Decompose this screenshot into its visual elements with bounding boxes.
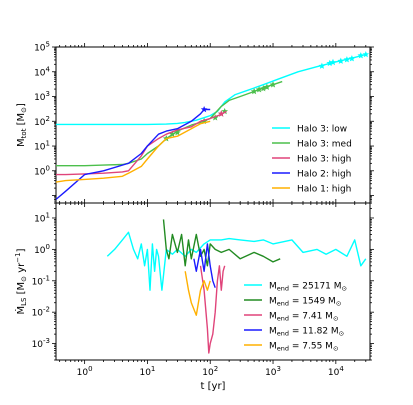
x-tick-label: 102 bbox=[202, 365, 218, 378]
series-line bbox=[184, 271, 211, 316]
y-tick-label: 101 bbox=[34, 140, 50, 153]
legend-label: Halo 3: high bbox=[297, 155, 351, 165]
y-axis-label: Mtot [M⊙] bbox=[16, 103, 28, 147]
series-layer bbox=[56, 51, 370, 200]
star-marker bbox=[263, 83, 271, 90]
star-marker bbox=[343, 56, 351, 63]
legend-label: Halo 2: high bbox=[297, 170, 351, 180]
y-tick-label: 100 bbox=[34, 243, 50, 256]
y-tick-label: 101 bbox=[34, 211, 50, 224]
legend-label: Mend = 11.82 M⊙ bbox=[269, 327, 344, 338]
y-tick-label: 100 bbox=[34, 164, 50, 177]
x-tick-label: 101 bbox=[139, 365, 155, 378]
star-marker bbox=[337, 57, 345, 64]
star-marker bbox=[348, 55, 356, 62]
star-marker bbox=[318, 62, 326, 69]
legend-label: Mend = 25171 M⊙ bbox=[269, 282, 347, 293]
star-marker bbox=[269, 81, 277, 88]
legend-label: Mend = 7.55 M⊙ bbox=[269, 342, 338, 353]
series-line bbox=[162, 219, 281, 267]
series-line bbox=[193, 243, 216, 288]
star-marker bbox=[329, 58, 337, 66]
star-marker bbox=[200, 106, 208, 113]
x-tick-label: 100 bbox=[77, 365, 93, 378]
legend-label: Mend = 7.41 M⊙ bbox=[269, 312, 338, 323]
star-marker bbox=[169, 130, 176, 138]
y-tick-label: 103 bbox=[34, 90, 50, 103]
legend-label: Halo 1: high bbox=[297, 185, 351, 195]
series-line bbox=[56, 110, 227, 176]
star-marker bbox=[255, 86, 263, 93]
star-marker bbox=[218, 110, 225, 117]
star-marker bbox=[250, 88, 258, 95]
y-tick-label: 105 bbox=[34, 41, 50, 54]
series-line bbox=[56, 120, 211, 183]
legend-label: Halo 3: low bbox=[297, 125, 347, 135]
y-tick-label: 10-2 bbox=[32, 306, 50, 319]
series-line bbox=[56, 108, 211, 200]
y-axis-label: ṀLS [M⊙ yr−1] bbox=[14, 248, 28, 314]
y-tick-label: 10-1 bbox=[32, 274, 50, 287]
y-tick-label: 102 bbox=[34, 115, 50, 128]
series-line bbox=[106, 231, 367, 291]
series-line bbox=[199, 265, 226, 354]
top-panel-total-mass: 100 101 102 103 104 105 Mtot [M⊙] Halo 3: low Ha… bbox=[16, 41, 374, 207]
x-tick-label: 104 bbox=[328, 365, 344, 378]
series-layer bbox=[106, 219, 367, 354]
x-tick-label: 103 bbox=[265, 365, 281, 378]
star-marker bbox=[174, 129, 181, 136]
y-tick-label: 10-3 bbox=[32, 337, 50, 350]
series-line bbox=[56, 53, 366, 126]
star-marker bbox=[357, 52, 365, 59]
legend-label: Halo 3: med bbox=[297, 140, 352, 150]
star-marker bbox=[362, 51, 370, 58]
plot-frame bbox=[55, 202, 371, 361]
bottom-panel-accretion-rate: 10-3 10-2 10-1 100 101 100 101 102 103 104 ṀLS [M⊙… bbox=[14, 199, 374, 392]
star-marker bbox=[326, 59, 334, 67]
legend-label: Mend = 1549 M⊙ bbox=[269, 297, 341, 308]
x-axis-label: t [yr] bbox=[201, 381, 226, 392]
y-tick-label: 104 bbox=[34, 65, 50, 78]
